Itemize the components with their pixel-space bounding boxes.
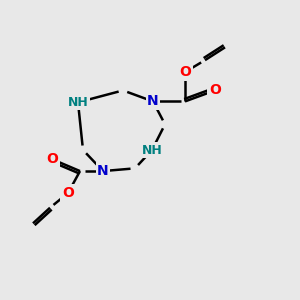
Text: O: O [62,186,74,200]
Text: N: N [97,164,109,178]
Text: O: O [209,83,221,98]
Text: O: O [179,65,191,79]
Text: NH: NH [142,143,162,157]
Text: N: N [147,94,159,108]
Text: NH: NH [68,96,88,109]
Text: O: O [46,152,58,166]
